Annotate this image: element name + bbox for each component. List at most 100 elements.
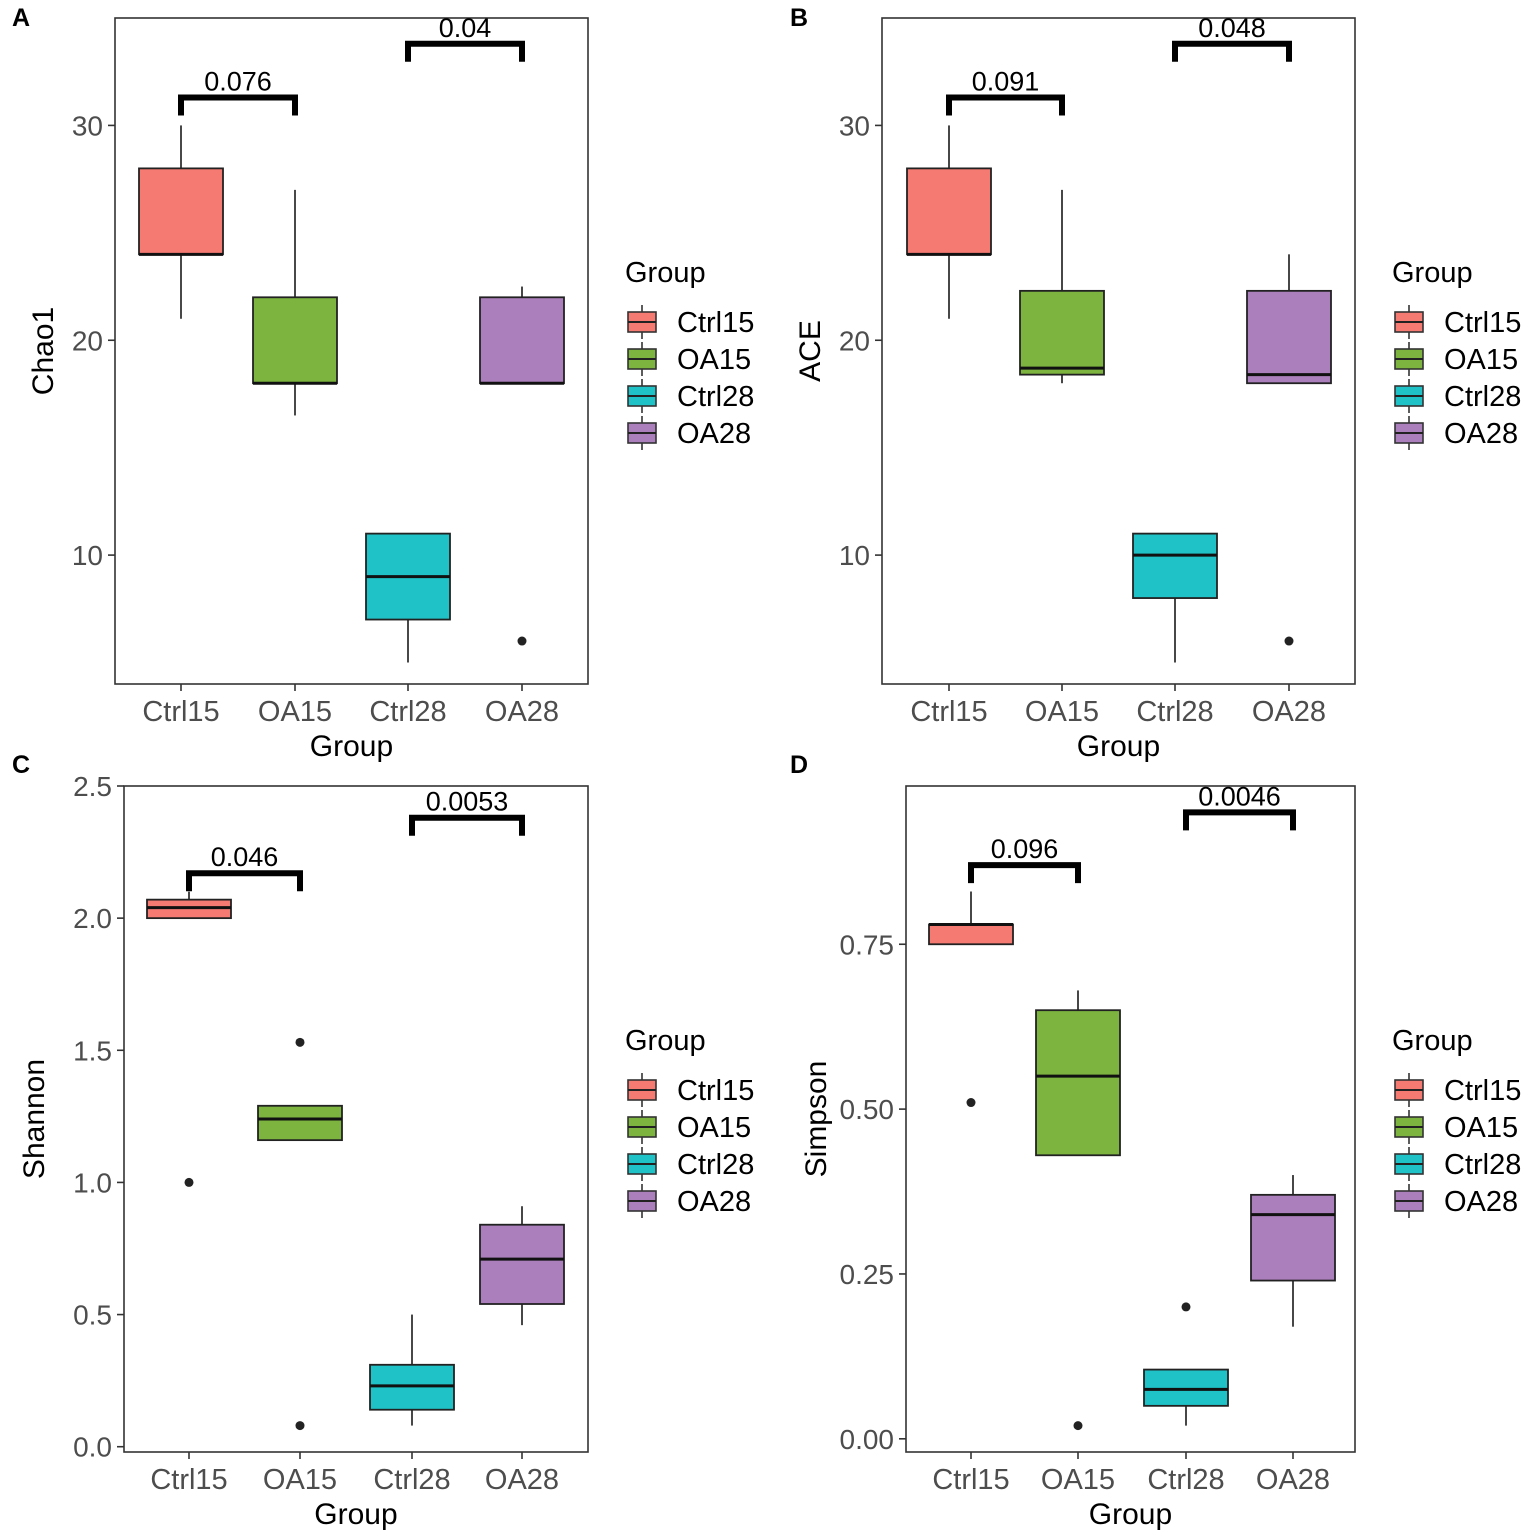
legend-label: OA28 (677, 1186, 751, 1218)
panel-d: D 0.00 0.25 0.50 0.75 Simpson Ctrl15 OA15 Ctrl28… (790, 751, 1521, 1531)
x-tick-label: Ctrl15 (932, 1464, 1009, 1496)
legend-label: Ctrl28 (1444, 381, 1521, 413)
legend-entry-oa15: OA15 (1394, 342, 1518, 376)
box-ctrl28 (369, 1314, 455, 1426)
legend-label: Ctrl15 (677, 307, 754, 339)
bracket-line (968, 862, 1081, 884)
p-value-label: 0.0046 (1198, 781, 1281, 811)
significance-bracket: 0.076 (178, 66, 298, 116)
plot-frame (905, 785, 1356, 1453)
bracket-line (178, 94, 298, 116)
box-oa28 (479, 1206, 565, 1326)
y-tick-label: 30 (839, 110, 870, 141)
y-tick-label: 0.00 (840, 1424, 895, 1455)
outlier-point (966, 1098, 976, 1108)
legend-label: Ctrl28 (1444, 1149, 1521, 1181)
y-tick-label: 0.5 (73, 1300, 112, 1331)
p-value-label: 0.048 (1198, 13, 1266, 43)
legend-label: Ctrl15 (1444, 1075, 1521, 1107)
x-axis-label: Group (1077, 730, 1160, 763)
legend-entry-oa28: OA28 (627, 1184, 751, 1218)
significance-bracket: 0.0046 (1183, 781, 1296, 831)
legend-label: OA28 (1444, 418, 1518, 450)
box-oa28 (1250, 1175, 1336, 1327)
legend-entry-oa15: OA15 (627, 342, 751, 376)
y-axis-label: Shannon (18, 1059, 51, 1179)
significance-bracket: 0.091 (946, 66, 1065, 116)
y-tick-label: 2.5 (73, 771, 112, 802)
legend-label: OA28 (1444, 1186, 1518, 1218)
box-body (928, 923, 1014, 946)
significance-bracket: 0.04 (405, 13, 525, 62)
panel-label: B (790, 4, 808, 32)
box-oa28 (479, 286, 565, 646)
x-tick-label: OA28 (1256, 1464, 1330, 1496)
x-tick-label: Ctrl28 (1147, 1464, 1224, 1496)
x-tick-label: Ctrl28 (373, 1464, 450, 1496)
panel-label: D (790, 751, 808, 779)
y-tick-label: 20 (839, 325, 870, 356)
legend-entry-oa15: OA15 (627, 1110, 751, 1144)
legend-title: Group (625, 257, 706, 289)
y-tick-label: 30 (72, 110, 103, 141)
x-tick-label: Ctrl28 (1136, 696, 1213, 728)
y-tick-label: 20 (72, 325, 103, 356)
y-tick-label: 0.0 (73, 1432, 112, 1463)
legend-label: Ctrl15 (677, 1075, 754, 1107)
p-value-label: 0.0053 (426, 787, 509, 817)
legend-entry-ctrl28: Ctrl28 (627, 1147, 754, 1181)
outlier-point (295, 1421, 305, 1431)
panel-c: C 0.0 0.5 1.0 1.5 2.0 2.5 Shannon Ctrl15 OA15 Ctrl… (12, 751, 754, 1531)
box-ctrl28 (1143, 1302, 1229, 1426)
y-axis-label: ACE (794, 320, 827, 382)
panel-a: A 10 20 30 Chao1 Ctrl15 OA15 Ctrl28 OA28 Group 0.0… (12, 4, 754, 763)
y-tick-label: 0.25 (840, 1259, 895, 1290)
panel-label: C (12, 751, 30, 779)
y-tick-label: 2.0 (73, 903, 112, 934)
legend: Group Ctrl15 OA15 Ctrl28 OA28 (1392, 257, 1521, 450)
box-body (1250, 1193, 1336, 1282)
legend-label: OA15 (677, 344, 751, 376)
bracket-line (1183, 809, 1296, 831)
x-tick-label: OA15 (263, 1464, 337, 1496)
x-tick-label: OA28 (485, 696, 559, 728)
significance-bracket: 0.046 (186, 842, 303, 892)
box-body (1019, 289, 1105, 376)
legend-label: Ctrl15 (1444, 307, 1521, 339)
x-axis-label: Group (314, 1498, 397, 1531)
box-body (1143, 1368, 1229, 1407)
box-oa15 (1035, 990, 1121, 1431)
legend-entry-ctrl15: Ctrl15 (627, 305, 754, 339)
bracket-line (409, 814, 525, 836)
bracket-line (405, 40, 525, 62)
box-body (1246, 289, 1332, 385)
legend-entry-ctrl15: Ctrl15 (1394, 305, 1521, 339)
box-oa15 (257, 1037, 343, 1431)
legend-label: OA15 (1444, 344, 1518, 376)
box-ctrl15 (146, 891, 232, 1187)
p-value-label: 0.091 (972, 66, 1040, 96)
outlier-point (1181, 1302, 1191, 1312)
x-axis-label: Group (310, 730, 393, 763)
box-body (906, 167, 992, 256)
box-oa28 (1246, 254, 1332, 646)
p-value-label: 0.096 (991, 834, 1059, 864)
box-ctrl15 (138, 125, 224, 319)
x-tick-label: OA28 (485, 1464, 559, 1496)
y-tick-label: 10 (839, 540, 870, 571)
y-tick-label: 1.0 (73, 1167, 112, 1198)
legend-title: Group (625, 1025, 706, 1057)
bracket-line (946, 94, 1065, 116)
legend-entry-ctrl28: Ctrl28 (1394, 1147, 1521, 1181)
legend-entry-oa28: OA28 (1394, 1184, 1518, 1218)
outlier-point (295, 1037, 305, 1047)
significance-bracket: 0.096 (968, 834, 1081, 884)
outlier-point (184, 1177, 194, 1187)
x-tick-label: OA15 (1041, 1464, 1115, 1496)
outlier-point (1073, 1421, 1083, 1431)
y-tick-label: 1.5 (73, 1035, 112, 1066)
box-oa15 (252, 189, 338, 416)
y-axis-label: Chao1 (27, 307, 60, 395)
legend: Group Ctrl15 OA15 Ctrl28 OA28 (625, 257, 754, 450)
